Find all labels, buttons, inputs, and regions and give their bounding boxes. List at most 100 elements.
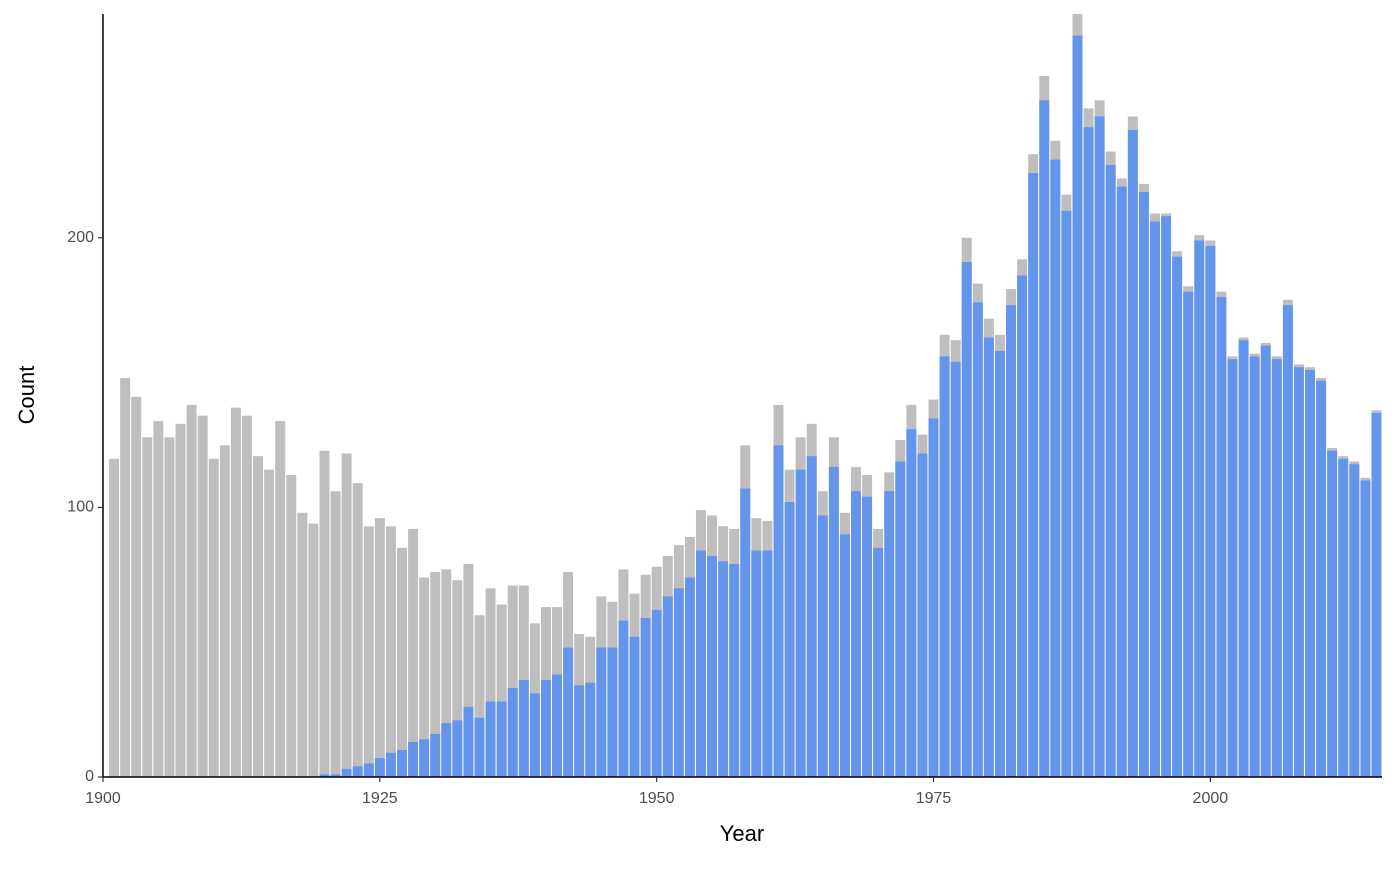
bar xyxy=(230,407,241,777)
bar xyxy=(629,636,640,777)
bar xyxy=(928,418,939,777)
bar xyxy=(385,752,396,777)
bar xyxy=(363,526,374,777)
bar xyxy=(552,674,563,777)
x-tick-label: 1975 xyxy=(916,790,952,807)
bar xyxy=(839,534,850,777)
bar xyxy=(518,679,529,777)
bar xyxy=(275,421,286,777)
bar xyxy=(1338,458,1349,777)
bar xyxy=(751,550,762,777)
bar xyxy=(1127,129,1138,777)
y-tick-label: 200 xyxy=(67,229,94,246)
bar xyxy=(1017,275,1028,777)
bar xyxy=(286,475,297,777)
bar xyxy=(828,466,839,777)
bar xyxy=(408,528,419,777)
bar xyxy=(884,491,895,777)
bar xyxy=(607,647,618,777)
bar xyxy=(1216,297,1227,777)
bar xyxy=(496,701,507,777)
bar xyxy=(707,555,718,777)
bar xyxy=(906,429,917,777)
x-tick-label: 1900 xyxy=(85,790,121,807)
bar xyxy=(1083,127,1094,777)
bar xyxy=(1238,340,1249,777)
bar xyxy=(1305,369,1316,777)
bar xyxy=(1183,291,1194,777)
bar xyxy=(430,733,441,777)
bar xyxy=(873,547,884,777)
bar xyxy=(762,550,773,777)
bar xyxy=(496,604,507,777)
bar xyxy=(684,577,695,777)
y-tick-label: 100 xyxy=(67,499,94,516)
bar xyxy=(1150,221,1160,777)
bar xyxy=(574,685,585,777)
bar xyxy=(817,515,828,777)
bar xyxy=(419,739,430,777)
x-tick-label: 2000 xyxy=(1193,790,1229,807)
bar xyxy=(950,361,961,777)
bar xyxy=(662,596,673,777)
bar xyxy=(219,445,230,777)
bar xyxy=(1061,210,1072,777)
bar xyxy=(1349,464,1360,777)
bar xyxy=(131,396,142,777)
bar xyxy=(1271,359,1282,777)
bar xyxy=(1260,345,1271,777)
bar xyxy=(1194,240,1205,777)
bar xyxy=(153,421,164,777)
bar xyxy=(972,302,983,777)
bar xyxy=(109,458,120,777)
bar xyxy=(463,706,474,777)
bar xyxy=(507,585,518,777)
bar xyxy=(507,688,518,777)
bar xyxy=(452,580,463,777)
bar xyxy=(563,647,574,777)
bar xyxy=(441,569,452,777)
bar xyxy=(1138,191,1149,777)
bar xyxy=(341,768,352,777)
bar xyxy=(618,620,629,777)
bar xyxy=(485,588,496,777)
bar xyxy=(540,679,551,777)
x-axis-title: Year xyxy=(720,821,764,846)
bar xyxy=(851,491,861,777)
bar xyxy=(463,564,474,777)
bar xyxy=(253,456,264,777)
bar xyxy=(784,501,795,777)
x-tick-label: 1925 xyxy=(362,790,398,807)
bar xyxy=(740,488,751,777)
bar xyxy=(142,437,153,777)
bar xyxy=(1072,35,1083,777)
bar xyxy=(718,561,729,777)
bar xyxy=(120,377,131,777)
bar xyxy=(1282,305,1293,777)
bar xyxy=(474,717,485,777)
bar xyxy=(164,437,175,777)
bar xyxy=(1360,480,1371,777)
bar xyxy=(994,351,1005,777)
bar xyxy=(673,588,684,777)
bar xyxy=(983,337,994,777)
bar xyxy=(1105,164,1116,778)
bar xyxy=(352,483,363,777)
bar xyxy=(773,445,784,777)
bar xyxy=(264,469,275,777)
bar xyxy=(585,682,596,777)
bar xyxy=(961,262,972,778)
bar xyxy=(1293,367,1304,777)
bar xyxy=(795,469,806,777)
bar xyxy=(1327,450,1338,777)
bar xyxy=(1006,305,1017,777)
bar xyxy=(319,450,330,777)
bar xyxy=(319,774,330,777)
bar xyxy=(385,526,396,777)
bar xyxy=(1039,100,1050,777)
bar xyxy=(485,701,496,777)
bar xyxy=(729,564,740,777)
bar xyxy=(241,415,252,777)
bar xyxy=(419,577,430,777)
